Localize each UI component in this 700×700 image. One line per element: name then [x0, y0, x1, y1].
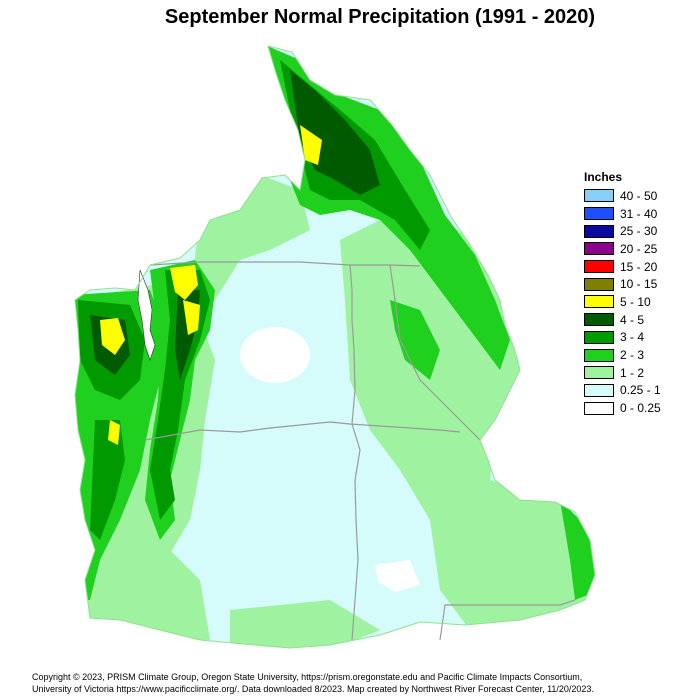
legend-label: 0 - 0.25: [620, 401, 661, 415]
legend-item: 40 - 50: [584, 187, 694, 205]
legend-label: 40 - 50: [620, 189, 657, 203]
legend-label: 3 - 4: [620, 330, 644, 344]
credits: Copyright © 2023, PRISM Climate Group, O…: [32, 671, 692, 695]
legend-swatch: [584, 207, 614, 220]
zone-0-025-columbia-plateau: [240, 327, 310, 383]
legend-item: 1 - 2: [584, 364, 694, 382]
legend-item: 4 - 5: [584, 311, 694, 329]
legend: Inches 40 - 50 31 - 40 25 - 30 20 - 25 15 - …: [584, 170, 694, 417]
legend-swatch: [584, 384, 614, 397]
zone-5-10-northeast: [315, 60, 325, 80]
legend-item: 15 - 20: [584, 258, 694, 276]
legend-swatch: [584, 366, 614, 379]
legend-item: 5 - 10: [584, 293, 694, 311]
legend-label: 4 - 5: [620, 313, 644, 327]
legend-swatch: [584, 278, 614, 291]
legend-item: 20 - 25: [584, 240, 694, 258]
legend-label: 5 - 10: [620, 295, 651, 309]
legend-swatch: [584, 242, 614, 255]
legend-label: 2 - 3: [620, 348, 644, 362]
legend-label: 0.25 - 1: [620, 383, 661, 397]
legend-item: 25 - 30: [584, 222, 694, 240]
legend-label: 15 - 20: [620, 260, 657, 274]
legend-items: 40 - 50 31 - 40 25 - 30 20 - 25 15 - 20 10 - …: [584, 187, 694, 417]
legend-swatch: [584, 331, 614, 344]
credits-line-2: University of Victoria https://www.pacif…: [32, 683, 692, 695]
legend-swatch: [584, 349, 614, 362]
legend-swatch: [584, 189, 614, 202]
legend-label: 31 - 40: [620, 207, 657, 221]
credits-line-1: Copyright © 2023, PRISM Climate Group, O…: [32, 671, 692, 683]
legend-item: 0 - 0.25: [584, 399, 694, 417]
legend-item: 10 - 15: [584, 275, 694, 293]
legend-item: 31 - 40: [584, 205, 694, 223]
legend-title: Inches: [584, 170, 694, 184]
legend-item: 2 - 3: [584, 346, 694, 364]
legend-swatch: [584, 225, 614, 238]
legend-swatch: [584, 295, 614, 308]
legend-label: 25 - 30: [620, 224, 657, 238]
legend-item: 3 - 4: [584, 329, 694, 347]
legend-label: 20 - 25: [620, 242, 657, 256]
legend-swatch: [584, 313, 614, 326]
legend-label: 10 - 15: [620, 277, 657, 291]
legend-swatch: [584, 402, 614, 415]
legend-label: 1 - 2: [620, 366, 644, 380]
legend-item: 0.25 - 1: [584, 382, 694, 400]
legend-swatch: [584, 260, 614, 273]
